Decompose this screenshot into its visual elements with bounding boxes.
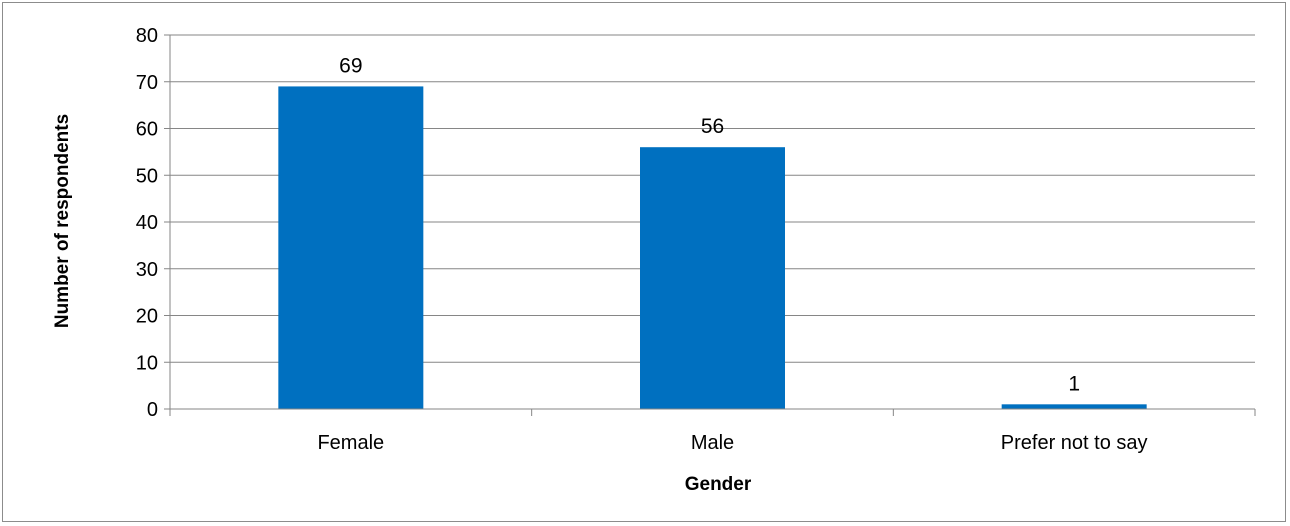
data-label: 1 (1068, 372, 1080, 395)
y-tick-label: 0 (147, 399, 158, 421)
bar (278, 86, 424, 410)
y-tick-label: 20 (136, 306, 158, 328)
y-tick-label: 80 (136, 25, 158, 47)
data-label: 69 (339, 54, 362, 77)
y-tick-label: 40 (136, 212, 158, 234)
x-tick-label: Male (691, 432, 734, 454)
x-axis-title: Gender (685, 474, 752, 495)
bars (278, 86, 1147, 410)
bar (640, 147, 785, 409)
y-tick-label: 30 (136, 259, 158, 281)
x-tick-label: Female (317, 432, 384, 454)
bar (1001, 404, 1147, 409)
data-label: 56 (701, 115, 724, 138)
y-tick-label: 50 (136, 165, 158, 187)
axes (164, 34, 1256, 416)
y-axis-title: Number of respondents (52, 114, 73, 328)
labels: 0 10 20 30 40 50 60 70 80 69 Female 56 Male 1 Prefer n… (136, 25, 1148, 454)
y-tick-label: 10 (136, 352, 158, 374)
y-tick-label: 60 (136, 119, 158, 141)
x-tick-label: Prefer not to say (1001, 432, 1148, 454)
y-tick-label: 70 (136, 72, 158, 94)
